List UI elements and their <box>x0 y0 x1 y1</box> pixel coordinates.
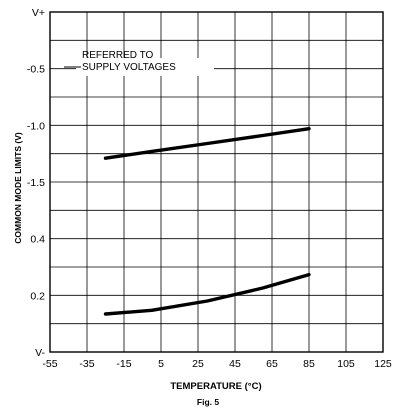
y-tick-label: 0.2 <box>30 290 45 302</box>
series-line <box>103 272 311 316</box>
plot-frame <box>49 11 384 353</box>
annotation-background <box>76 58 214 76</box>
x-tick-label: 85 <box>303 358 315 370</box>
x-tick-label: 45 <box>229 358 241 370</box>
annotation-line-2: SUPPLY VOLTAGES <box>82 62 176 73</box>
series-line <box>103 126 311 160</box>
x-tick-label: 65 <box>266 358 278 370</box>
annotation-line-1: REFERRED TO <box>82 50 154 61</box>
x-tick-label: -15 <box>116 358 131 370</box>
x-tick-label: -35 <box>79 358 94 370</box>
x-tick-label: 105 <box>337 358 355 370</box>
x-tick-label: -55 <box>42 358 57 370</box>
y-tick-label: -1.0 <box>27 120 45 132</box>
x-axis: -55 -35 -15 5 25 45 65 85 105 125 <box>42 358 392 370</box>
figure-caption: Fig. 5 <box>197 397 219 407</box>
y-tick-label: V- <box>35 347 45 359</box>
grid <box>50 12 383 352</box>
x-axis-title: TEMPERATURE (°C) <box>170 381 261 392</box>
y-axis-title: COMMON MODE LIMITS (V) <box>13 132 23 244</box>
y-tick-label: -0.5 <box>27 64 45 76</box>
x-tick-label: 25 <box>192 358 204 370</box>
y-axis: V+ -0.5 -1.0 -1.5 0.4 0.2 V- <box>27 7 46 359</box>
y-tick-label: 0.4 <box>30 234 45 246</box>
y-tick-label: V+ <box>32 7 45 19</box>
y-tick-label: -1.5 <box>27 177 45 189</box>
x-tick-label: 125 <box>374 358 392 370</box>
series-lines <box>103 126 311 316</box>
x-tick-label: 5 <box>158 358 164 370</box>
